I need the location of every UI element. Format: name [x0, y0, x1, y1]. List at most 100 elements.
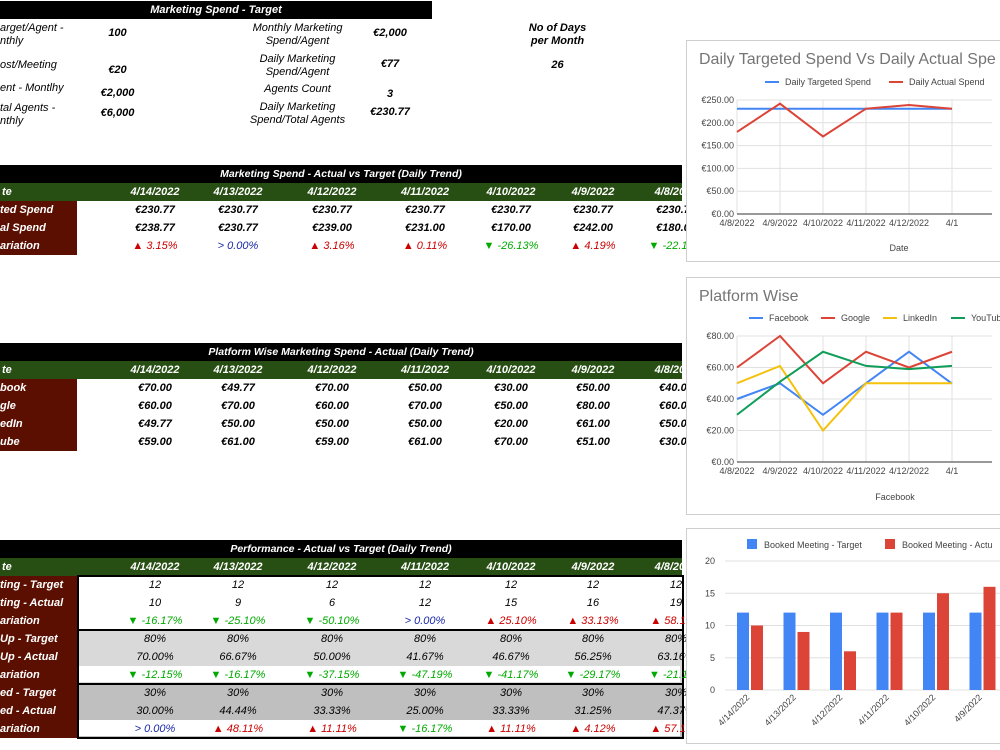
bar-actual[interactable] — [797, 631, 810, 690]
legend-item[interactable]: Daily Actual Spend — [889, 77, 985, 87]
x-tick-label: 4/9/2022 — [952, 692, 984, 724]
spend-line-chart[interactable]: Daily Targeted Spend Vs Daily Actual Spe… — [686, 40, 1000, 262]
table-cell: ▲ 4.19% — [570, 240, 616, 252]
table-cell: 80% — [320, 633, 344, 645]
table-cell: 30% — [499, 687, 523, 699]
bar-target[interactable] — [969, 612, 982, 690]
variation-bg — [79, 612, 680, 628]
bar-actual[interactable] — [751, 625, 763, 691]
series-line-youtub[interactable] — [736, 350, 953, 416]
table-cell: 12 — [586, 579, 600, 591]
table-cell: €230.77 — [656, 204, 696, 216]
date-header-label: te — [2, 186, 12, 198]
table-cell: 33.33% — [313, 705, 351, 717]
bar-actual[interactable] — [983, 586, 996, 690]
series-line-linkedin[interactable] — [736, 364, 952, 433]
svg-text:Daily Targeted Spend: Daily Targeted Spend — [785, 77, 871, 87]
table-cell: €230.77 — [135, 204, 175, 216]
series-line-google[interactable] — [736, 334, 953, 385]
x-tick-label: 4/10/2022 — [803, 218, 843, 228]
table-cell: €239.00 — [312, 222, 352, 234]
svg-text:Booked Meeting - Target: Booked Meeting - Target — [764, 540, 862, 550]
date-header-cell: 4/11/2022 — [400, 561, 450, 573]
table-cell: €60.00 — [315, 400, 349, 412]
series-line-facebook[interactable] — [736, 350, 953, 416]
series-line-daily-actual-spend[interactable] — [736, 102, 953, 138]
row-label: edIn — [0, 415, 77, 433]
target-left-value: €20 — [108, 64, 127, 76]
table-cell: €80.00 — [576, 400, 610, 412]
table-cell: 30% — [664, 687, 688, 699]
bar-target[interactable] — [830, 612, 842, 690]
date-header-cell: 4/10/2022 — [486, 186, 536, 198]
legend-item[interactable]: Daily Targeted Spend — [765, 77, 871, 87]
date-header-cell: 4/13/2022 — [213, 561, 263, 573]
table-cell: 56.25% — [574, 651, 612, 663]
date-header-cell: 4/11/2022 — [400, 364, 450, 376]
svg-text:YouTub: YouTub — [971, 313, 1000, 323]
table-cell: 16 — [586, 597, 600, 609]
y-tick-label: €200.00 — [701, 118, 734, 128]
y-tick-label: 20 — [705, 556, 715, 566]
target-mid-label: Agents Count — [264, 83, 331, 95]
bar-target[interactable] — [737, 612, 749, 690]
platform-line-chart[interactable]: Platform Wise Facebook Google LinkedIn YouT… — [686, 277, 1000, 515]
bar-target[interactable] — [923, 612, 935, 690]
table-cell: 33.33% — [492, 705, 530, 717]
date-header-row: te 4/14/2022 4/13/2022 4/12/2022 4/11/2022 4/… — [0, 558, 697, 576]
table-cell: €180.00 — [656, 222, 696, 234]
x-tick-label: 4/10/2022 — [803, 466, 843, 476]
table-cell: ▼ -16.17% — [397, 723, 453, 735]
row-label: ting - Actual — [0, 594, 77, 612]
table-cell: > 0.00% — [217, 240, 259, 252]
table-cell: €230.77 — [218, 204, 258, 216]
bar-target[interactable] — [783, 612, 796, 690]
chart-title: Platform Wise — [699, 288, 799, 305]
svg-text:LinkedIn: LinkedIn — [903, 313, 937, 323]
meetings-bar-chart[interactable]: Booked Meeting - Target Booked Meeting - … — [686, 528, 1000, 744]
legend-item[interactable]: Booked Meeting - Actu — [885, 539, 993, 550]
date-header-cell: 4/12/2022 — [307, 561, 357, 573]
table-cell: €230.77 — [573, 204, 613, 216]
x-tick-label: 4/1 — [946, 218, 959, 228]
table-cell: 80% — [581, 633, 605, 645]
table-cell: ▼ -26.13% — [483, 240, 539, 252]
table-cell: €59.00 — [315, 436, 349, 448]
table-cell: 80% — [226, 633, 250, 645]
table-cell: €242.00 — [573, 222, 613, 234]
table-cell: 12 — [418, 597, 432, 609]
x-axis-title: Date — [889, 243, 908, 253]
bar-actual[interactable] — [890, 612, 903, 690]
row-label: ariation — [0, 720, 77, 738]
table-cell: 41.67% — [406, 651, 444, 663]
legend-item[interactable]: YouTub — [951, 313, 1000, 323]
bar-target[interactable] — [876, 612, 889, 690]
table-cell: 19 — [669, 597, 683, 609]
table-cell: ▲ 48.11% — [212, 723, 264, 735]
date-header-cell: 4/13/2022 — [213, 364, 263, 376]
date-header-cell: 4/9/2022 — [571, 561, 615, 573]
bar-actual[interactable] — [844, 651, 856, 690]
legend-item[interactable]: Booked Meeting - Target — [747, 539, 862, 550]
table-cell: 30.00% — [136, 705, 174, 717]
table-cell: €170.00 — [491, 222, 531, 234]
x-tick-label: 4/14/2022 — [716, 692, 751, 727]
y-tick-label: €50.00 — [706, 186, 734, 196]
legend-item[interactable]: Facebook — [749, 313, 809, 323]
table-cell: ▼ -25.10% — [210, 615, 266, 627]
legend-item[interactable]: LinkedIn — [883, 313, 937, 323]
table-cell: 46.67% — [492, 651, 530, 663]
legend-item[interactable]: Google — [821, 313, 870, 323]
table-cell: €50.00 — [315, 418, 349, 430]
table-cell: ▲ 33.13% — [567, 615, 619, 627]
table-cell: 63.16% — [657, 651, 695, 663]
bar-actual[interactable] — [937, 593, 949, 690]
date-header-label: te — [2, 561, 12, 573]
target-mid-label: Daily Marketing Spend/Agent — [259, 53, 336, 78]
table-cell: ▼ -16.17% — [210, 669, 266, 681]
svg-text:Daily Actual Spend: Daily Actual Spend — [909, 77, 985, 87]
y-tick-label: 15 — [705, 588, 715, 598]
table-cell: 44.44% — [219, 705, 257, 717]
table-cell: 10 — [148, 597, 162, 609]
table-cell: €70.00 — [138, 382, 172, 394]
